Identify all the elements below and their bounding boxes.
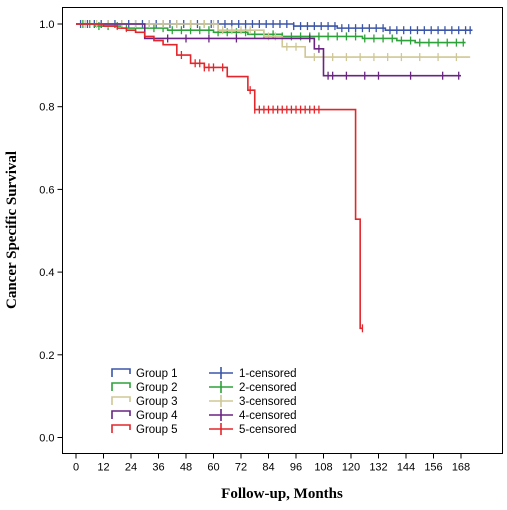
legend-item-group-3: Group 3 (111, 396, 178, 408)
legend-step-swatch (111, 382, 131, 391)
y-tick-label: 1.0 (39, 19, 54, 31)
legend-censored-label: 2-censored (239, 382, 297, 394)
x-tick-label: 120 (342, 462, 360, 474)
legend-censored-label: 3-censored (239, 396, 297, 408)
x-tick-label: 108 (314, 462, 332, 474)
legend-item-group-5: Group 5 (111, 424, 178, 436)
legend-group-label: Group 5 (136, 424, 178, 436)
plot-area (62, 7, 503, 454)
x-tick-label: 132 (369, 462, 387, 474)
legend-group-label: Group 2 (136, 382, 178, 394)
x-axis-title: Follow-up, Months (221, 486, 343, 502)
legend-step-swatch (111, 396, 131, 405)
y-tick-label: 0.2 (39, 350, 54, 362)
legend-censored-label: 4-censored (239, 410, 297, 422)
legend-group-label: Group 3 (136, 396, 178, 408)
legend-item-censored-5: 5-censored (209, 423, 297, 436)
legend-censored-label: 5-censored (239, 424, 297, 436)
x-tick-label: 144 (397, 462, 415, 474)
legend-step-swatch (111, 410, 131, 419)
legend-group-label: Group 1 (136, 368, 178, 380)
x-tick-label: 0 (73, 462, 79, 474)
x-tick-label: 36 (152, 462, 164, 474)
legend-censored-label: 1-censored (239, 368, 297, 380)
y-tick-label: 0.8 (39, 102, 54, 114)
legend-item-censored-4: 4-censored (209, 409, 297, 422)
legend-item-group-4: Group 4 (111, 410, 178, 422)
legend-step-swatch (111, 368, 131, 377)
series-group-4 (76, 23, 461, 80)
axes: 0 12 24 36 48 60 72 84 96 108 120 132 144 156 168 0.0 0.… (39, 19, 470, 474)
legend-item-group-1: Group 1 (111, 368, 178, 380)
series-group-3 (76, 20, 471, 62)
y-tick-label: 0.4 (39, 267, 54, 279)
y-tick-label: 0.6 (39, 184, 54, 196)
legend-item-censored-2: 2-censored (209, 381, 297, 394)
series-line-4 (76, 23, 461, 77)
x-tick-label: 24 (125, 462, 137, 474)
series-layer (76, 20, 473, 333)
series-line-3 (76, 23, 471, 58)
legend-item-group-2: Group 2 (111, 382, 178, 394)
x-tick-label: 60 (207, 462, 219, 474)
y-tick-label: 0.0 (39, 433, 54, 445)
x-tick-label: 72 (235, 462, 247, 474)
x-tick-label: 96 (290, 462, 302, 474)
legend: Group 1 1-censored Group 2 2-censored Group … (111, 367, 297, 436)
x-tick-label: 156 (424, 462, 442, 474)
x-tick-label: 48 (180, 462, 192, 474)
legend-step-swatch (111, 424, 131, 433)
x-tick-label: 12 (97, 462, 109, 474)
legend-group-label: Group 4 (136, 410, 178, 422)
x-tick-label: 84 (262, 462, 274, 474)
legend-item-censored-1: 1-censored (209, 367, 297, 380)
series-group-5 (76, 23, 364, 333)
x-tick-label: 168 (452, 462, 470, 474)
y-axis-title: Cancer Specific Survival (4, 151, 20, 309)
legend-item-censored-3: 3-censored (209, 395, 297, 408)
